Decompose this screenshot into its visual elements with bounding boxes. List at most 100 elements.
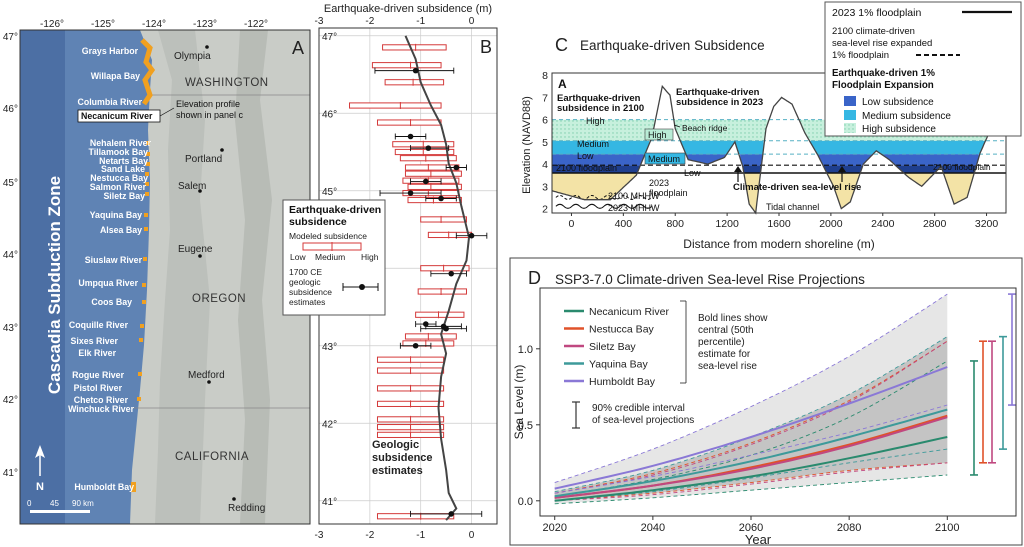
floodplain-2023-label: floodplain (649, 188, 688, 198)
coast-range (155, 30, 210, 524)
b-y-tick: 46° (322, 109, 337, 120)
legend-medium: Medium subsidence (862, 111, 951, 122)
series-line (554, 366, 948, 490)
estuary-label: Netarts Bay (99, 156, 148, 166)
state-label: CALIFORNIA (175, 451, 249, 463)
state-label: WASHINGTON (185, 77, 269, 89)
b-y-tick: 47° (322, 32, 337, 43)
modeled-subsidence-bar (349, 102, 442, 109)
c-x-tick: 2800 (923, 218, 947, 230)
north-arrow-icon (35, 445, 45, 458)
legend-high: High subsidence (862, 124, 936, 135)
legend-point (359, 284, 365, 290)
profile-note-leader (159, 107, 175, 117)
estuary-marker (146, 141, 150, 145)
ci-note: 90% credible interval (592, 403, 685, 414)
panel-b-geologic-estimates (374, 67, 488, 517)
panel-d-lines (554, 293, 948, 505)
modeled-subsidence-bar (404, 333, 457, 340)
annotation-2100: Earthquake-driven (557, 93, 641, 104)
estuary-marker (142, 283, 146, 287)
estuary-label: Siletz Bay (103, 191, 145, 201)
modeled-subsidence-bar (420, 216, 467, 223)
low-subsidence-fill (552, 154, 979, 166)
panel-d-bands (554, 294, 948, 504)
state-label: OREGON (192, 293, 246, 305)
legend-geo: geologic (289, 277, 321, 287)
c-y-tick: 4 (542, 159, 548, 171)
estuary-label: Nestucca Bay (90, 173, 148, 183)
b-y-tick: 42° (322, 419, 337, 430)
panel-b-legend: Earthquake-driven subsidence Modeled sub… (282, 199, 386, 316)
bold-note: sea-level rise (698, 361, 757, 372)
series-ci-lower (554, 462, 948, 502)
city-label: Medford (188, 370, 225, 381)
profile-note: Elevation profile (176, 99, 240, 109)
lon-tick: -124° (142, 19, 166, 30)
legend-label: Siletz Bay (589, 341, 636, 353)
estuary-label: Nehalem River (90, 138, 152, 148)
deep-ocean (20, 30, 65, 524)
city-label: Olympia (174, 51, 211, 62)
panel-c-ylabel: Elevation (NAVD88) (521, 96, 533, 194)
estuary-label: Alsea Bay (100, 225, 142, 235)
ci-note: of sea-level projections (592, 415, 694, 426)
legend-2023: 2023 1% floodplain (832, 7, 921, 19)
modeled-subsidence-bar (404, 170, 462, 177)
panel-c-ticks: 0 400 800 1200 1600 2000 2400 2800 3200 2 3 4 5 6 7 8 (542, 70, 998, 230)
lat-tick: 45° (3, 178, 18, 189)
floodplain-2023-label: 2023 (649, 178, 669, 188)
d-y-tick: 0.5 (518, 420, 533, 432)
estuary-label: Coos Bay (91, 297, 132, 307)
geologic-estimate-point (448, 511, 455, 517)
estuary-label: Columbia River (77, 97, 142, 107)
legend-label: Nestucca Bay (589, 324, 655, 336)
floodplain-2100-right-label: 2100 floodplain (933, 162, 991, 172)
annotation-2100: subsidence in 2100 (557, 103, 644, 114)
geologic-estimate-point (443, 325, 449, 332)
bold-note: central (50th (698, 325, 754, 336)
series-line (554, 408, 948, 498)
series-line (554, 416, 948, 499)
b-y-tick: 43° (322, 342, 337, 353)
b-x-tick-bottom: -2 (365, 530, 374, 541)
estuary-marker (144, 227, 148, 231)
modeled-subsidence-bar (415, 311, 465, 318)
geo-label: estimates (372, 465, 423, 477)
modeled-subsidence-bar (399, 155, 457, 162)
modeled-subsidence-bar (407, 183, 462, 190)
legend-box (824, 1, 1022, 137)
geologic-estimate-point (448, 270, 455, 277)
slr-arrows (734, 166, 846, 182)
bold-note: percentile) (698, 337, 745, 348)
estuary-label: Willapa Bay (91, 71, 140, 81)
floodplain-2100-label: 2100 floodplain (556, 163, 617, 173)
scale-label: 90 km (72, 499, 94, 508)
modeled-subsidence-bar (382, 44, 447, 51)
panel-c-title: Earthquake-driven Subsidence (580, 38, 765, 53)
panel-d-title: SSP3-7.0 Climate-driven Sea-level Rise P… (555, 272, 865, 287)
scale-bar-rect (30, 510, 90, 513)
profile-note: shown in panel c (176, 110, 244, 120)
estuary-highlight-wa (140, 38, 156, 106)
d-x-tick: 2060 (739, 522, 763, 534)
c-x-tick: 1600 (767, 218, 791, 230)
b-y-tick: 45° (322, 187, 337, 198)
series-line (554, 436, 948, 502)
beach-ridge-leader (673, 124, 681, 128)
panel-d-letter: D (528, 268, 541, 288)
bold-note: Bold lines show (698, 313, 768, 324)
estuary-label: Umpqua River (78, 278, 138, 288)
geologic-estimate-point (407, 133, 414, 140)
panel-d-legend-entries: Necanicum River Nestucca Bay Siletz Bay Yaq… (564, 306, 669, 388)
city-label: Portland (185, 154, 222, 165)
estuary-label: Humboldt Bay (74, 482, 134, 492)
slr-arrow-head (734, 166, 742, 172)
estuary-label: Chetco River (74, 395, 129, 405)
mhhw-2100-label: 2100 MHHW (608, 191, 660, 201)
modeled-subsidence-bar (417, 288, 467, 295)
city-dot (198, 189, 202, 193)
mhhw-2023-label: 2023 MHHW (608, 203, 660, 213)
bold-note: estimate for (698, 349, 751, 360)
city-dot (207, 380, 211, 384)
